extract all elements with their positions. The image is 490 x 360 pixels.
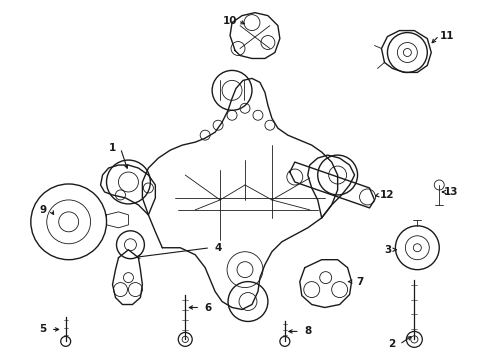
Text: 11: 11 [440, 31, 454, 41]
Text: 2: 2 [388, 339, 395, 349]
Text: 12: 12 [380, 190, 395, 200]
Text: 3: 3 [384, 245, 391, 255]
Text: 6: 6 [204, 302, 212, 312]
Text: 8: 8 [304, 327, 311, 336]
Text: 9: 9 [39, 205, 47, 215]
Text: 13: 13 [444, 187, 459, 197]
Text: 4: 4 [215, 243, 222, 253]
Text: 10: 10 [223, 15, 237, 26]
Text: 1: 1 [109, 143, 116, 153]
Text: 5: 5 [39, 324, 47, 334]
Text: 7: 7 [356, 276, 363, 287]
